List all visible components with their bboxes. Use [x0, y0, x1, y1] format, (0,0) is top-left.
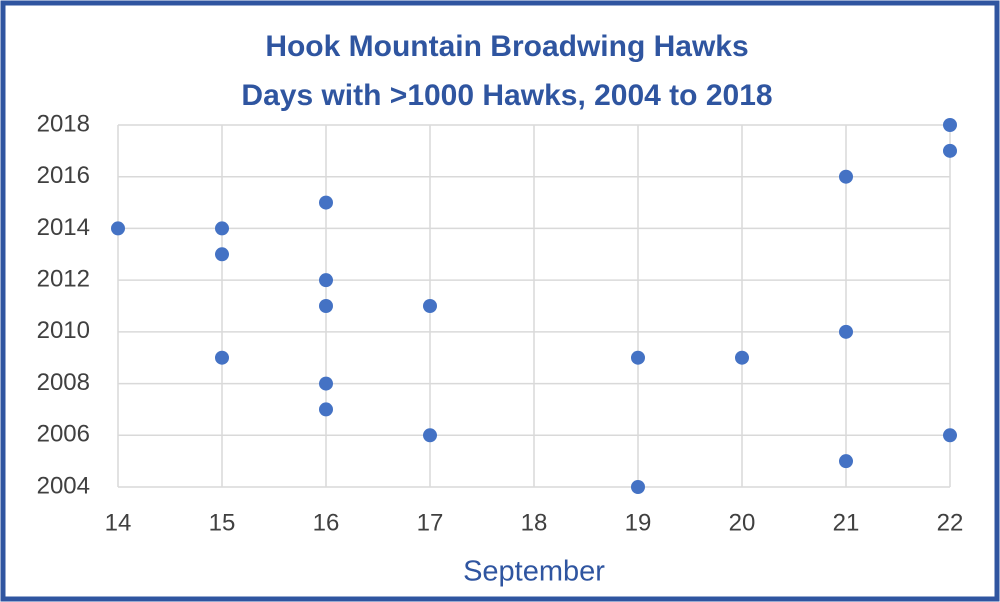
- y-tick-label: 2008: [37, 369, 90, 396]
- point: [319, 195, 333, 210]
- y-tick-label: 2012: [37, 265, 90, 292]
- chart-subtitle: Days with >1000 Hawks, 2004 to 2018: [241, 79, 772, 112]
- y-tick-label: 2016: [37, 162, 90, 189]
- x-tick-label: 14: [105, 509, 132, 536]
- y-tick-label: 2010: [37, 317, 90, 344]
- point: [839, 169, 853, 184]
- x-tick-label: 17: [417, 509, 444, 536]
- x-tick-label: 21: [833, 509, 860, 536]
- point: [943, 118, 957, 132]
- point: [319, 376, 333, 391]
- point: [839, 324, 853, 339]
- plot: [111, 118, 957, 494]
- point: [319, 299, 333, 313]
- y-tick-label: 2006: [37, 421, 90, 448]
- point: [943, 428, 957, 443]
- x-tick-label: 20: [729, 509, 756, 536]
- point: [319, 273, 333, 288]
- point: [735, 350, 749, 365]
- x-tick-label: 15: [209, 509, 236, 536]
- point: [943, 143, 957, 158]
- x-tick-label: 19: [625, 509, 652, 536]
- x-tick-label: 16: [313, 509, 340, 536]
- point: [215, 350, 229, 365]
- x-axis-title: September: [463, 556, 605, 588]
- point: [215, 221, 229, 236]
- point: [215, 247, 229, 262]
- chart-title: Hook Mountain Broadwing Hawks: [265, 30, 748, 63]
- x-tick-label: 18: [521, 509, 548, 536]
- point: [423, 428, 437, 443]
- y-tick-label: 2014: [37, 214, 90, 241]
- point: [111, 221, 125, 236]
- y-tick-label: 2004: [37, 472, 90, 499]
- point: [631, 350, 645, 365]
- y-tick-label: 2018: [37, 110, 90, 137]
- point: [319, 402, 333, 417]
- point: [839, 454, 853, 469]
- x-tick-label: 22: [937, 509, 964, 536]
- point: [631, 480, 645, 494]
- point: [423, 299, 437, 313]
